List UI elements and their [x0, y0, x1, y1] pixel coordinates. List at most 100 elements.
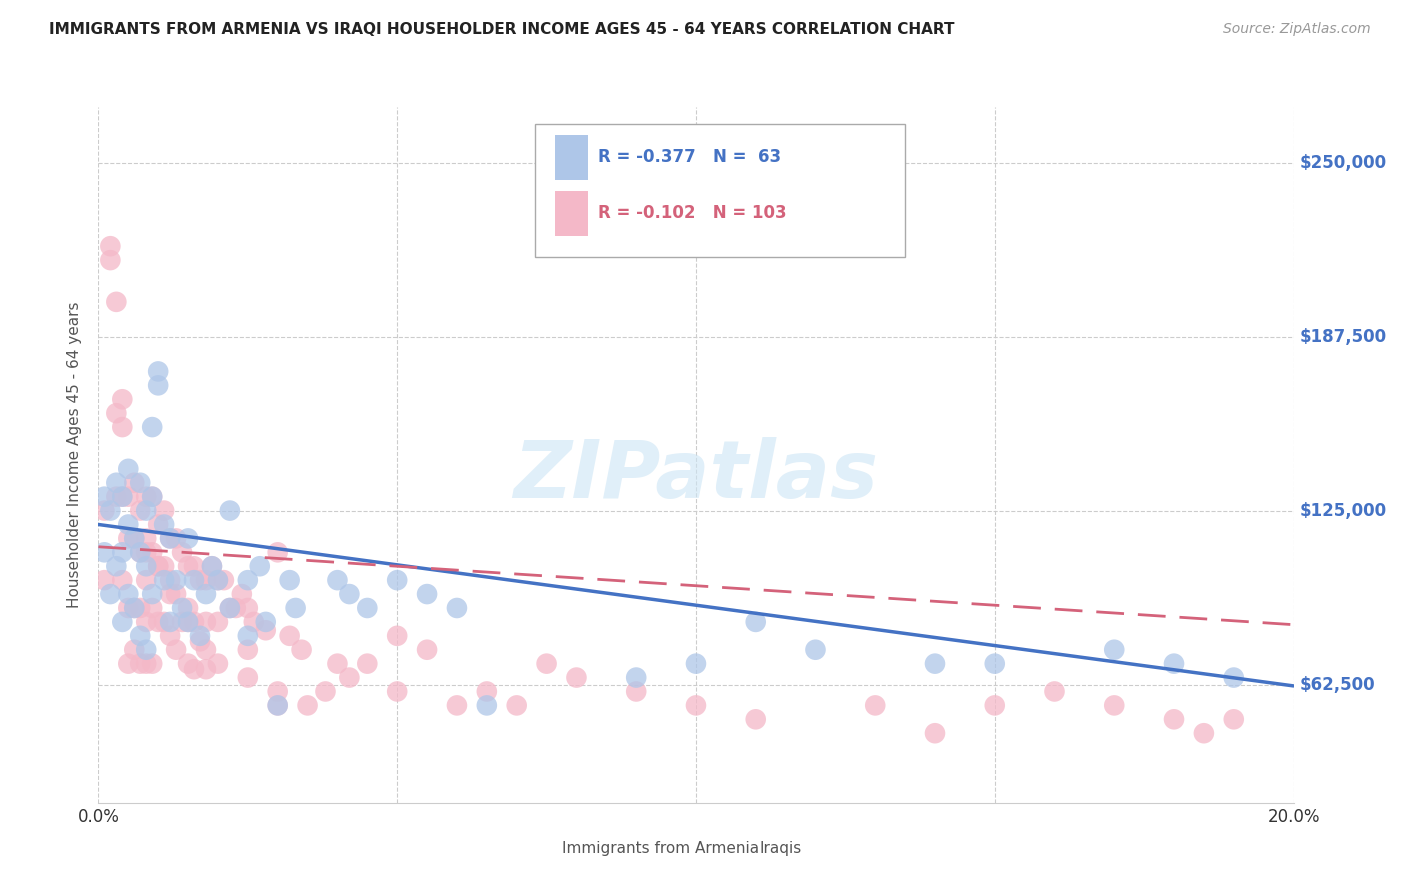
Point — [278, 573, 301, 587]
Point — [98, 587, 122, 601]
Point — [188, 573, 211, 587]
Point — [153, 559, 176, 574]
Point — [254, 624, 277, 638]
Point — [153, 573, 176, 587]
Point — [475, 698, 498, 713]
Text: $125,000: $125,000 — [1299, 501, 1386, 519]
Point — [183, 615, 205, 629]
Text: ZIPatlas: ZIPatlas — [513, 437, 879, 515]
Point — [165, 587, 187, 601]
Point — [188, 634, 211, 648]
Point — [326, 573, 349, 587]
Point — [98, 503, 122, 517]
Point — [356, 601, 378, 615]
Point — [315, 684, 337, 698]
Point — [124, 601, 146, 615]
Point — [243, 615, 266, 629]
Point — [148, 378, 170, 392]
Point — [236, 573, 259, 587]
Point — [177, 657, 200, 671]
Point — [124, 532, 146, 546]
Text: IMMIGRANTS FROM ARMENIA VS IRAQI HOUSEHOLDER INCOME AGES 45 - 64 YEARS CORRELATI: IMMIGRANTS FROM ARMENIA VS IRAQI HOUSEHO… — [49, 22, 955, 37]
Text: Iraqis: Iraqis — [759, 841, 801, 856]
Point — [188, 629, 211, 643]
Point — [249, 559, 271, 574]
Point — [236, 601, 259, 615]
Point — [141, 420, 163, 434]
Point — [219, 601, 242, 615]
Point — [141, 601, 163, 615]
Point — [183, 573, 205, 587]
Point — [385, 629, 409, 643]
Point — [105, 475, 128, 490]
Point — [804, 642, 827, 657]
Point — [159, 587, 181, 601]
Point — [290, 642, 312, 657]
Point — [212, 573, 235, 587]
Point — [172, 545, 194, 559]
Point — [148, 559, 170, 574]
Point — [129, 475, 152, 490]
Point — [172, 615, 194, 629]
Point — [194, 662, 218, 676]
Point — [129, 545, 152, 559]
Point — [117, 657, 139, 671]
Bar — [725, 830, 752, 865]
Point — [1192, 726, 1215, 740]
Point — [219, 503, 242, 517]
Point — [183, 662, 205, 676]
Point — [117, 462, 139, 476]
Point — [446, 698, 468, 713]
Point — [172, 601, 194, 615]
Point — [135, 615, 157, 629]
Point — [236, 642, 259, 657]
Point — [135, 503, 157, 517]
Point — [153, 615, 176, 629]
Point — [385, 684, 409, 698]
Point — [565, 671, 588, 685]
Text: $250,000: $250,000 — [1299, 153, 1386, 171]
Point — [416, 587, 439, 601]
Point — [1223, 712, 1246, 726]
Point — [267, 684, 290, 698]
Point — [117, 532, 139, 546]
Point — [267, 698, 290, 713]
Point — [207, 657, 229, 671]
Point — [385, 573, 409, 587]
Point — [111, 615, 134, 629]
Point — [165, 573, 187, 587]
Text: R = -0.102   N = 103: R = -0.102 N = 103 — [598, 203, 786, 222]
Point — [236, 671, 259, 685]
Point — [236, 629, 259, 643]
Point — [159, 615, 181, 629]
Point — [165, 532, 187, 546]
Point — [1104, 642, 1126, 657]
Point — [983, 698, 1005, 713]
Point — [165, 642, 187, 657]
Point — [105, 294, 128, 309]
Point — [624, 684, 647, 698]
Point — [141, 490, 163, 504]
Bar — [555, 135, 589, 180]
Point — [141, 587, 163, 601]
Text: Source: ZipAtlas.com: Source: ZipAtlas.com — [1223, 22, 1371, 37]
Point — [141, 545, 163, 559]
Point — [1223, 671, 1246, 685]
Point — [148, 615, 170, 629]
Point — [745, 712, 768, 726]
Point — [124, 642, 146, 657]
Point — [111, 573, 134, 587]
Point — [207, 615, 229, 629]
Point — [231, 587, 253, 601]
Point — [98, 239, 122, 253]
Point — [148, 364, 170, 378]
Text: $62,500: $62,500 — [1299, 675, 1375, 693]
Point — [135, 545, 157, 559]
Point — [117, 517, 139, 532]
Point — [124, 475, 146, 490]
Point — [129, 545, 152, 559]
Point — [111, 420, 134, 434]
Point — [745, 615, 768, 629]
Point — [129, 657, 152, 671]
Point — [416, 642, 439, 657]
